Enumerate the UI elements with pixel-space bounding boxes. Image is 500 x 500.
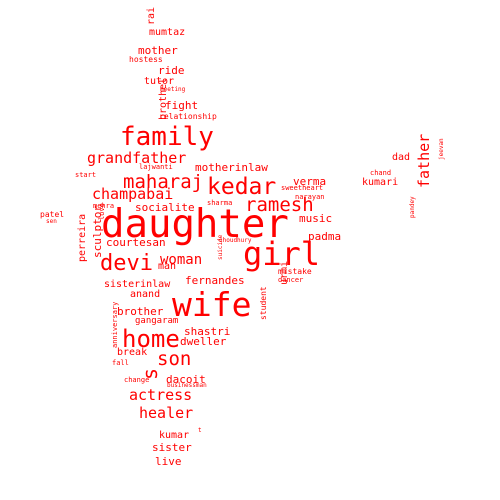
word-family: family (120, 122, 214, 152)
word-student: student (259, 286, 268, 320)
word-padma: padma (308, 230, 342, 243)
word-sen: sen (46, 218, 57, 225)
word-fernandes: fernandes (185, 274, 245, 287)
word-home: home (122, 325, 180, 353)
word-meeting: meeting (160, 86, 186, 93)
word-healer: healer (139, 404, 194, 422)
word-anniversary: anniversary (111, 301, 119, 348)
word-kumar: kumar (159, 430, 190, 441)
word-chand: chand (370, 169, 392, 177)
word-music: music (299, 212, 333, 225)
word-anand: anand (130, 289, 161, 300)
word-verma: verma (293, 175, 327, 188)
word-live: live (155, 455, 182, 468)
word-dancer: dancer (278, 276, 304, 284)
word-choudhury: choudhury (219, 237, 252, 244)
word-suicide: suicide (217, 234, 224, 260)
word-perreira: perreira (77, 213, 88, 262)
word-rai: rai (146, 6, 157, 25)
word-sister: sister (152, 441, 192, 454)
word-tutor: tutor (144, 76, 175, 87)
word-mistake: mistake (278, 267, 312, 276)
word-socialite: socialite (135, 201, 195, 214)
word-father: father (415, 133, 433, 188)
word-kumari: kumari (362, 177, 399, 188)
word-dweller: dweller (180, 335, 227, 348)
word-dacoit: dacoit (166, 373, 206, 386)
word-sisterinlaw: sisterinlaw (104, 279, 171, 290)
word-motherinlaw: motherinlaw (195, 161, 268, 174)
word-sharma: sharma (207, 199, 233, 207)
word-change: change (124, 376, 150, 384)
word-fall: fall (112, 359, 129, 367)
word-man: man (158, 261, 177, 272)
word-woman: woman (160, 252, 203, 268)
word-start: start (75, 171, 97, 179)
word-t: t (198, 427, 202, 434)
word-love: love (98, 203, 106, 220)
word-pandey: pandey (409, 196, 416, 218)
word-break: break (117, 347, 148, 358)
word-girl: girl (243, 235, 321, 273)
word-patel: patel (40, 210, 65, 219)
word-grandfather: grandfather (87, 149, 187, 167)
word-brother: brother (117, 305, 164, 318)
word-kedar: kedar (207, 174, 277, 200)
word-relationship: relationship (159, 112, 217, 121)
word-actress: actress (129, 386, 193, 404)
word-son: son (157, 348, 192, 370)
word-wife: wife (172, 285, 252, 324)
word-businessman: businessman (167, 382, 207, 389)
word-dad: dad (392, 152, 411, 163)
word-gangaram: gangaram (135, 316, 179, 326)
word-fight: fight (165, 99, 199, 112)
word-devi: devi (100, 251, 153, 276)
word-ramesh: ramesh (245, 194, 314, 216)
word-champabai: champabai (92, 185, 174, 203)
word-courtesan: courtesan (106, 236, 166, 249)
word-jeevan: jeevan (438, 138, 445, 160)
word-maharaj: maharaj (123, 171, 204, 193)
word-shastri: shastri (184, 325, 231, 338)
word-hostess: hostess (129, 55, 163, 64)
word-daughter: daughter (101, 202, 289, 247)
word-sweetheart: sweetheart (281, 184, 324, 192)
word-mumtaz: mumtaz (149, 27, 186, 38)
word-narayan: narayan (295, 193, 325, 201)
word-mehra: mehra (93, 202, 115, 210)
word-lajwanti: lajwanti (139, 163, 173, 171)
word-ride: ride (158, 64, 185, 77)
word-mother: mother (138, 44, 178, 57)
